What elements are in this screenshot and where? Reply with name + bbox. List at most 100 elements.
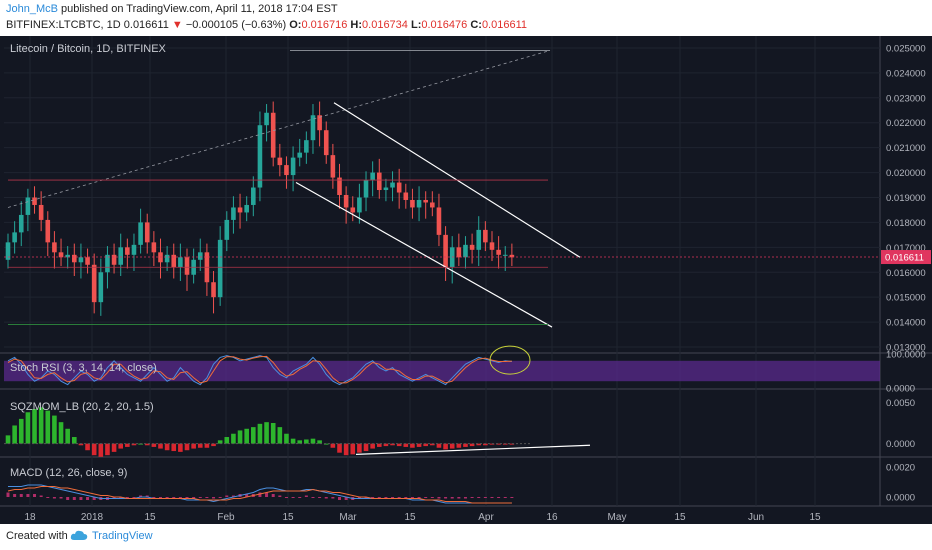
macd-histogram-bar — [46, 497, 50, 498]
tradingview-link[interactable]: TradingView — [92, 530, 153, 542]
close-label: C: — [470, 19, 482, 31]
stoch-rsi-title: Stoch RSI (3, 3, 14, 14, close) — [10, 362, 157, 374]
macd-histogram-bar — [158, 497, 162, 498]
candle-body — [270, 112, 276, 158]
macd-histogram-bar — [311, 497, 315, 498]
sqz-histogram-bar — [430, 443, 435, 446]
candle-body — [436, 207, 442, 235]
candle-body — [297, 152, 303, 158]
sqz-histogram-bar — [118, 443, 124, 449]
sqz-histogram-bar — [284, 433, 289, 444]
candle-body — [151, 242, 157, 253]
candle-body — [396, 182, 402, 193]
macd-histogram-bar — [139, 495, 143, 497]
sqz-histogram-bar — [390, 443, 395, 446]
sqz-histogram-bar — [211, 443, 216, 447]
sqz-histogram-bar — [151, 443, 157, 447]
sqz-histogram-bar — [297, 440, 303, 444]
last-price-tag-label: 0.016611 — [885, 253, 924, 264]
candle-body — [284, 165, 289, 176]
time-tick-label: 15 — [674, 512, 686, 523]
channel-lower-line — [295, 182, 553, 328]
sqz-histogram-bar — [58, 422, 64, 444]
sqz-histogram-bar — [317, 440, 322, 444]
sqz-histogram-bar — [489, 443, 495, 445]
candle-body — [430, 202, 435, 208]
sqz-histogram-bar — [144, 443, 150, 446]
candle-body — [111, 254, 117, 265]
macd-histogram-bar — [86, 497, 90, 500]
drawings — [4, 50, 880, 455]
sqz-histogram-bar — [410, 443, 415, 448]
grid — [0, 36, 932, 507]
candle-body — [78, 257, 84, 263]
candle-body — [251, 187, 256, 205]
candle-body — [171, 254, 177, 268]
candle-body — [323, 130, 329, 156]
price-tick-label: 0.022000 — [886, 118, 926, 129]
candle-body — [423, 199, 428, 203]
candle-body — [416, 199, 422, 208]
candle-body — [509, 254, 515, 258]
macd-histogram-bar — [463, 497, 467, 499]
macd-histogram-bar — [145, 495, 149, 497]
chart-canvas[interactable]: 0.025000 0.024000 0.023000 0.022000 0.021000… — [0, 36, 932, 524]
sqz-histogram-bar — [304, 439, 309, 444]
macd-histogram-bar — [125, 497, 129, 498]
macd-histogram-bar — [417, 497, 421, 499]
candle-body — [72, 254, 77, 263]
sqz-histogram-bar — [423, 443, 428, 447]
candle-body — [32, 197, 37, 205]
candle-body — [105, 254, 110, 273]
macd-histogram-bar — [377, 497, 381, 498]
sqz-histogram-bar — [45, 410, 51, 444]
macd-histogram-bar — [92, 497, 96, 500]
macd-title: MACD (12, 26, close, 9) — [10, 467, 127, 479]
sqz-histogram-bar — [443, 443, 448, 450]
last-price: 0.016611 — [123, 19, 169, 31]
chart-background — [0, 36, 932, 524]
macd-histogram-bar — [79, 497, 83, 500]
sqz-histogram-bar — [310, 438, 316, 444]
candle-body — [469, 244, 475, 250]
close-value: 0.016611 — [481, 19, 528, 31]
footer: Created with TradingView — [0, 524, 932, 550]
published-text: published on TradingView.com, April 11, … — [61, 3, 338, 15]
macd-histogram-bar — [384, 497, 388, 498]
sqz-histogram-bar — [290, 438, 296, 444]
author-link[interactable]: John_McB — [6, 3, 58, 15]
sqz-histogram-bar — [72, 437, 77, 444]
time-tick-label: Apr — [478, 512, 494, 523]
candle-body — [118, 247, 124, 265]
macd-histogram-bar — [371, 497, 375, 498]
candle-body — [257, 125, 263, 188]
price-tick-label: 0.023000 — [886, 93, 926, 104]
candle-body — [217, 239, 223, 298]
macd-histogram-bar — [231, 495, 235, 497]
sqz-histogram-bar — [184, 443, 190, 451]
sqz-histogram-bar — [337, 443, 342, 453]
time-tick-label: 18 — [24, 512, 36, 523]
candle-body — [65, 254, 70, 258]
macd-histogram-bar — [304, 495, 308, 497]
macd-histogram-bar — [192, 497, 196, 499]
macd-histogram-bar — [457, 497, 461, 499]
sqz-histogram-bar — [5, 435, 11, 444]
candle-body — [476, 229, 482, 250]
panes — [4, 101, 880, 504]
macd-histogram-bar — [205, 497, 209, 498]
sqz-histogram-bar — [125, 443, 130, 447]
candle-body — [357, 197, 362, 213]
candle-body — [231, 207, 236, 220]
macd-histogram-bar — [13, 494, 17, 497]
macd-histogram-bar — [185, 497, 189, 499]
sqz-divergence-line — [355, 444, 591, 455]
sqz-histogram-bar — [363, 443, 369, 452]
sqz-histogram-bar — [244, 428, 249, 444]
candle-body — [310, 115, 316, 141]
macd-histogram-bar — [19, 494, 23, 497]
candle-body — [85, 257, 90, 265]
sqz-histogram-bar — [416, 443, 422, 447]
high-label: H: — [350, 19, 363, 31]
sqz-tick-label: 0.0000 — [886, 439, 915, 450]
